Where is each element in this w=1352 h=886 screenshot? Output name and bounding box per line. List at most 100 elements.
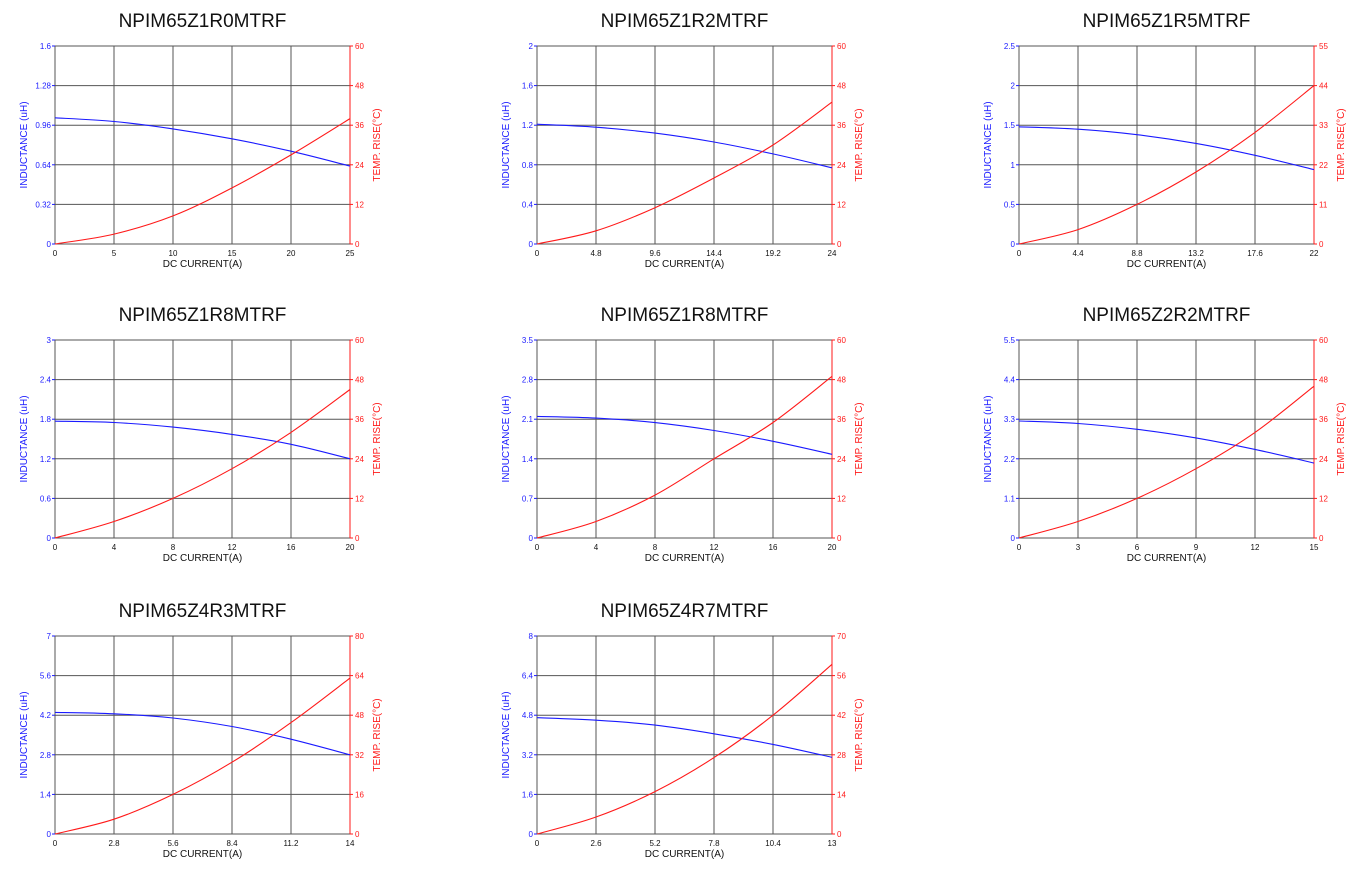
y2-tick-label: 28 (837, 751, 846, 760)
plot-frame (1018, 339, 1315, 539)
temperature-rise-line (536, 663, 833, 835)
y2-tick-label: 11 (1319, 200, 1328, 209)
temperature-rise-line (54, 677, 351, 835)
y2-tick-label: 60 (837, 336, 846, 345)
inductance-line (54, 420, 351, 460)
y2-tick-label: 36 (355, 121, 364, 130)
plot-frame (54, 635, 351, 835)
y-tick-label: 1.6 (522, 790, 534, 799)
y-tick-label: 0.32 (35, 200, 51, 209)
y2-tick-label: 56 (837, 672, 846, 681)
chart-panel-4: NPIM65Z1R8MTRF 0 4 8 12 16 20 0 0.6 1.2 1.8 2.4 3 0 12… (8, 300, 408, 590)
x-tick-label: 20 (828, 543, 837, 552)
x-tick-label: 11.2 (284, 839, 300, 848)
y2-tick-label: 33 (1319, 121, 1328, 130)
y2-axis-label: TEMP. RISE(°C) (854, 698, 865, 771)
x-tick-label: 25 (346, 249, 355, 258)
y-tick-label: 5.6 (40, 672, 52, 681)
x-axis-label: DC CURRENT(A) (645, 259, 724, 270)
y-axis-label: INDUCTANCE (uH) (983, 395, 994, 482)
y-tick-label: 2.1 (522, 415, 534, 424)
y2-tick-label: 12 (837, 494, 846, 503)
y2-tick-label: 12 (355, 200, 364, 209)
temperature-rise-line (1018, 85, 1315, 245)
x-tick-label: 15 (228, 249, 237, 258)
y-tick-label: 8 (529, 632, 534, 641)
y-tick-label: 1.28 (35, 82, 51, 91)
y-tick-label: 0 (47, 240, 52, 249)
y-tick-label: 1.6 (40, 42, 52, 51)
x-tick-label: 16 (287, 543, 296, 552)
chart-panel-8: NPIM65Z4R7MTRF 0 2.6 5.2 7.8 10.4 13 0 1.6 3.2 4.8… (490, 596, 890, 886)
chart-panel-6: NPIM65Z2R2MTRF 0 3 6 9 12 15 0 1.1 2.2 3.3 4.4 5.5 0 1… (972, 300, 1352, 590)
x-tick-label: 22 (1310, 249, 1319, 258)
y2-tick-label: 16 (355, 790, 364, 799)
y-tick-label: 1.8 (40, 415, 52, 424)
y-axis-label: INDUCTANCE (uH) (501, 691, 512, 778)
y-tick-label: 2.4 (40, 376, 52, 385)
temperature-rise-line (536, 101, 833, 245)
chart-title: NPIM65Z1R2MTRF (601, 11, 769, 32)
y2-tick-label: 24 (837, 455, 846, 464)
y2-tick-label: 60 (355, 336, 364, 345)
y-tick-label: 0.64 (35, 161, 51, 170)
y2-tick-label: 24 (355, 161, 364, 170)
temperature-rise-line (536, 375, 833, 539)
inductance-line (1018, 126, 1315, 171)
inductance-line (536, 717, 833, 758)
x-tick-label: 14 (346, 839, 355, 848)
y2-axis-label: TEMP. RISE(°C) (372, 402, 383, 475)
x-tick-label: 0 (53, 543, 58, 552)
y2-axis-label: TEMP. RISE(°C) (854, 108, 865, 181)
plot-frame (1018, 45, 1315, 245)
y-axis-label: INDUCTANCE (uH) (19, 101, 30, 188)
y2-tick-label: 70 (837, 632, 846, 641)
x-tick-label: 0 (1017, 543, 1022, 552)
x-tick-label: 12 (1251, 543, 1260, 552)
x-tick-label: 2.6 (590, 839, 602, 848)
chart-panel-3: NPIM65Z1R5MTRF 0 4.4 8.8 13.2 17.6 22 0 0.5 1 1.5 2… (972, 6, 1352, 296)
y-tick-label: 2 (529, 42, 534, 51)
y-tick-label: 1.4 (40, 790, 52, 799)
y-tick-label: 0 (529, 534, 534, 543)
y-tick-label: 0 (529, 240, 534, 249)
y-tick-label: 2.2 (1004, 455, 1016, 464)
x-axis-label: DC CURRENT(A) (163, 259, 242, 270)
plot-frame (536, 339, 833, 539)
x-tick-label: 12 (710, 543, 719, 552)
chart-title: NPIM65Z4R3MTRF (119, 601, 287, 622)
y2-tick-label: 0 (1319, 534, 1324, 543)
x-tick-label: 3 (1076, 543, 1081, 552)
y2-tick-label: 64 (355, 672, 364, 681)
y2-tick-label: 36 (355, 415, 364, 424)
y-tick-label: 4.8 (522, 711, 534, 720)
x-tick-label: 8.8 (1131, 249, 1143, 258)
y-tick-label: 1 (1011, 161, 1016, 170)
y-axis-label: INDUCTANCE (uH) (501, 395, 512, 482)
y-tick-label: 2 (1011, 82, 1016, 91)
inductance-line (1018, 420, 1315, 464)
y2-axis-label: TEMP. RISE(°C) (372, 698, 383, 771)
y-tick-label: 1.2 (522, 121, 534, 130)
x-tick-label: 10 (169, 249, 178, 258)
x-tick-label: 4 (112, 543, 117, 552)
chart-title: NPIM65Z1R8MTRF (601, 305, 769, 326)
x-tick-label: 5 (112, 249, 117, 258)
y2-tick-label: 0 (355, 534, 360, 543)
y2-tick-label: 55 (1319, 42, 1328, 51)
x-axis-label: DC CURRENT(A) (645, 849, 724, 860)
y2-tick-label: 36 (837, 415, 846, 424)
plot-frame (54, 45, 351, 245)
y2-tick-label: 42 (837, 711, 846, 720)
chart-panel-2: NPIM65Z1R2MTRF 0 4.8 9.6 14.4 19.2 24 0 0.4 0.8 1.… (490, 6, 890, 296)
x-tick-label: 7.8 (708, 839, 720, 848)
x-tick-label: 0 (53, 249, 58, 258)
y2-tick-label: 60 (355, 42, 364, 51)
y2-tick-label: 0 (837, 830, 842, 839)
x-tick-label: 13.2 (1188, 249, 1204, 258)
